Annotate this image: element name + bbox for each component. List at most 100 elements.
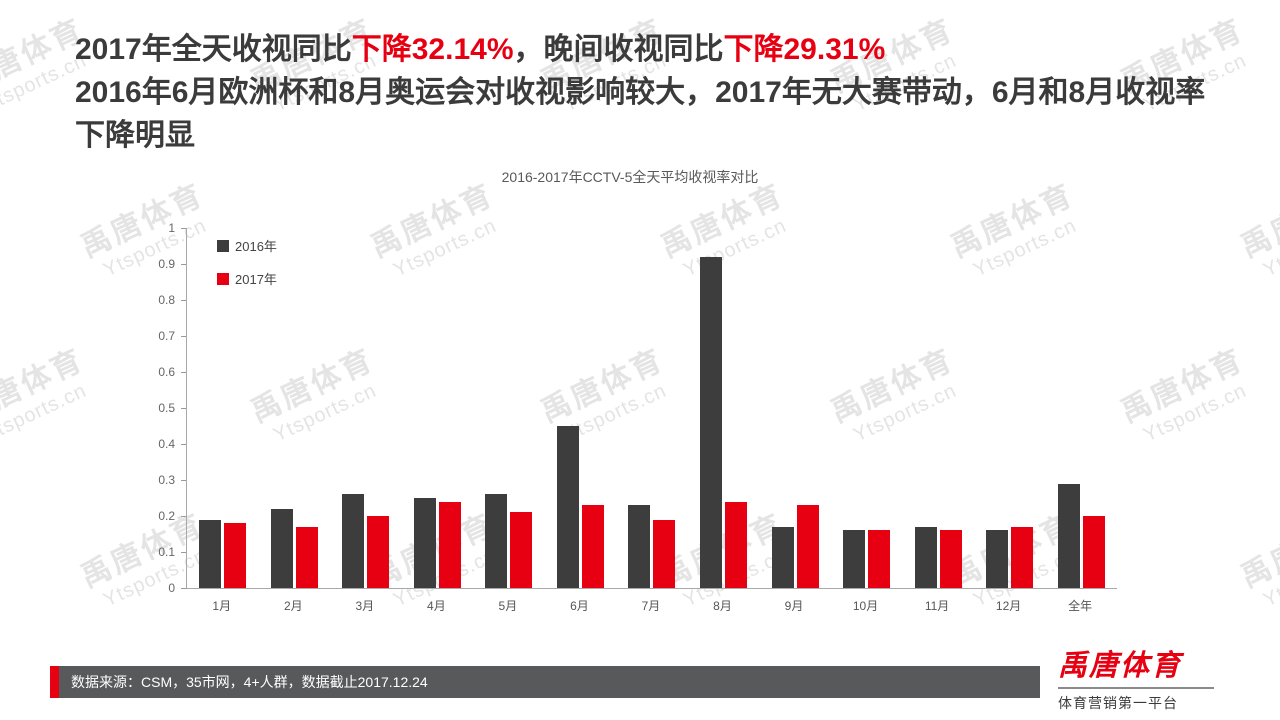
legend-item-2016年: 2016年 xyxy=(217,236,277,255)
bar-2017年-3月 xyxy=(367,516,390,588)
y-tick-mark xyxy=(181,228,186,229)
bar-2016年-6月 xyxy=(556,426,579,588)
bar-2016年-7月 xyxy=(628,505,651,588)
bar-group-1月 xyxy=(187,228,259,588)
y-tick-label: 0.8 xyxy=(158,293,175,307)
bar-2016年-9月 xyxy=(771,526,794,588)
x-tick-label: 1月 xyxy=(212,599,232,613)
title-highlight: 下降29.31% xyxy=(723,33,886,66)
x-tick-label: 11月 xyxy=(924,599,950,613)
y-tick-label: 1 xyxy=(168,221,175,235)
y-tick-label: 0.6 xyxy=(158,365,175,379)
bar-2017年-9月 xyxy=(796,505,819,588)
legend-swatch xyxy=(217,239,229,252)
y-tick-label: 0.7 xyxy=(158,329,175,343)
y-tick-mark xyxy=(181,408,186,409)
x-tick-label: 9月 xyxy=(784,599,804,613)
bar-2016年-5月 xyxy=(485,494,508,588)
y-tick-label: 0.5 xyxy=(158,401,175,415)
y-tick-mark xyxy=(181,372,186,373)
bar-2017年-4月 xyxy=(438,501,461,588)
y-tick-mark xyxy=(181,588,186,589)
bar-group-10月 xyxy=(831,228,903,588)
bar-2017年-6月 xyxy=(581,505,604,588)
bar-group-12月 xyxy=(974,228,1046,588)
y-tick-label: 0.1 xyxy=(158,545,175,559)
title-text: ，晚间收视同比 xyxy=(513,33,724,66)
title-text: 2017年全天收视同比 xyxy=(75,33,352,66)
bar-2016年-3月 xyxy=(342,494,365,588)
brand-logo: 禹唐体育 xyxy=(1058,650,1183,682)
bar-group-9月 xyxy=(759,228,831,588)
y-axis: 1 0.9 0.8 0.7 0.6 0.5 0.4 0.3 0.2 0.1 0 xyxy=(148,221,186,595)
x-tick-label: 10月 xyxy=(852,599,879,613)
bar-2016年-11月 xyxy=(914,526,937,588)
y-tick-mark xyxy=(181,444,186,445)
footer-red-accent xyxy=(50,666,59,698)
y-tick-mark xyxy=(181,336,186,337)
bar-group-5月 xyxy=(473,228,545,588)
title-highlight: 下降32.14% xyxy=(351,33,514,66)
x-tick-label: 4月 xyxy=(427,599,446,613)
page-title: 2017年全天收视同比下降32.14%，晚间收视同比下降29.31% 2016年… xyxy=(75,28,1225,157)
x-tick-label: 5月 xyxy=(498,599,518,613)
y-tick-mark xyxy=(181,264,186,265)
x-tick-label: 6月 xyxy=(570,599,589,613)
bar-2017年-10月 xyxy=(868,530,891,588)
bar-group-6月 xyxy=(545,228,617,588)
footer-bar: 数据来源：CSM，35市网，4+人群，数据截止2017.12.24 xyxy=(50,666,1040,698)
chart-title: 2016-2017年CCTV-5全天平均收视率对比 xyxy=(501,169,759,185)
y-tick-label: 0.4 xyxy=(158,437,175,451)
y-tick-mark xyxy=(181,480,186,481)
legend-label: 2016年 xyxy=(235,239,277,254)
brand-slogan: 体育营销第一平台 xyxy=(1058,687,1214,713)
legend: 2016年 2017年 xyxy=(217,236,277,288)
bar-group-11月 xyxy=(902,228,974,588)
bar-2017年-11月 xyxy=(939,530,962,588)
bar-2016年-10月 xyxy=(843,530,866,588)
bar-2017年-2月 xyxy=(295,526,318,588)
bar-group-3月 xyxy=(330,228,402,588)
y-tick-mark xyxy=(181,300,186,301)
y-tick-label: 0 xyxy=(168,581,175,595)
bar-2016年-2月 xyxy=(270,508,293,588)
x-tick-label: 12月 xyxy=(995,599,1022,613)
x-tick-label: 3月 xyxy=(355,599,375,613)
x-tick-label: 2月 xyxy=(283,599,303,613)
logo-block: 禹唐体育 体育营销第一平台 xyxy=(1058,642,1214,713)
legend-swatch xyxy=(217,272,229,285)
bar-group-4月 xyxy=(402,228,474,588)
bar-2016年-12月 xyxy=(986,530,1009,588)
bar-2017年-全年 xyxy=(1082,516,1105,588)
bar-group-全年 xyxy=(1045,228,1117,588)
bar-2016年-8月 xyxy=(699,256,722,588)
legend-label: 2017年 xyxy=(235,272,277,287)
data-source-note: 数据来源：CSM，35市网，4+人群，数据截止2017.12.24 xyxy=(59,666,1040,698)
y-tick-mark xyxy=(181,516,186,517)
bar-chart: 1 0.9 0.8 0.7 0.6 0.5 0.4 0.3 0.2 0.1 0 2016年 2017年… xyxy=(148,221,1117,614)
bar-group-7月 xyxy=(616,228,688,588)
bar-2017年-12月 xyxy=(1011,526,1034,588)
y-tick-label: 0.9 xyxy=(158,257,175,271)
x-tick-label: 8月 xyxy=(713,599,732,613)
x-tick-label: 全年 xyxy=(1068,599,1093,613)
legend-item-2017年: 2017年 xyxy=(217,269,277,288)
bar-2017年-1月 xyxy=(224,523,247,588)
bar-2016年-4月 xyxy=(413,498,436,588)
y-tick-label: 0.3 xyxy=(158,473,175,487)
x-tick-label: 7月 xyxy=(641,599,661,613)
bar-group-2月 xyxy=(259,228,331,588)
x-axis: 1月 2月 3月 4月 5月 6月 7月 8月 9月 10月 11月 12月 全年 xyxy=(186,589,1116,614)
bar-group-8月 xyxy=(688,228,760,588)
bar-2017年-7月 xyxy=(653,519,676,588)
bar-2016年-1月 xyxy=(199,519,222,588)
bar-2016年-全年 xyxy=(1057,483,1080,588)
bar-2017年-5月 xyxy=(510,512,533,588)
bar-2017年-8月 xyxy=(724,501,747,588)
y-tick-label: 0.2 xyxy=(158,509,175,523)
